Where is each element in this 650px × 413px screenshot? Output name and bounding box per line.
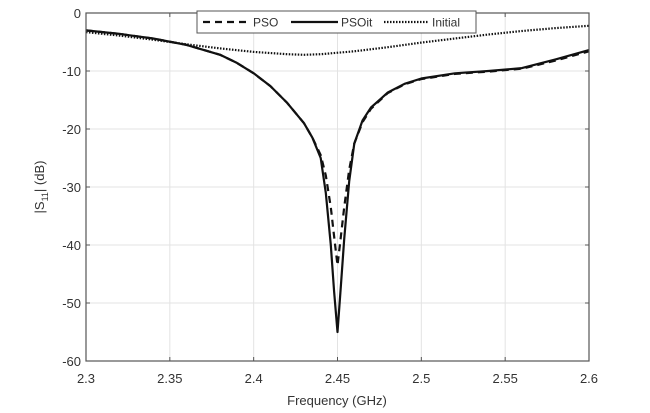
x-tick-label: 2.4 [245, 371, 263, 386]
y-tick-label: -40 [62, 238, 81, 253]
x-tick-label: 2.45 [325, 371, 350, 386]
grid-lines [86, 13, 589, 361]
y-tick-labels: 0 -10 -20 -30 -40 -50 -60 [62, 6, 81, 369]
x-tick-label: 2.35 [157, 371, 182, 386]
y-tick-label: 0 [74, 6, 81, 21]
legend-item-psoit: PSOit [291, 16, 373, 30]
data-series [85, 24, 590, 334]
y-tick-label: -10 [62, 64, 81, 79]
axis-ticks [85, 12, 590, 362]
y-tick-label: -30 [62, 180, 81, 195]
y-axis-label: |S11| (dB) [32, 161, 50, 214]
legend-label: Initial [432, 16, 460, 30]
legend-label: PSOit [341, 16, 373, 30]
series-line-psoit [85, 29, 590, 334]
y-tick-label: -20 [62, 122, 81, 137]
legend-label: PSO [253, 16, 278, 30]
legend-item-pso: PSO [203, 16, 278, 30]
legend: PSO PSOit Initial [196, 10, 477, 34]
x-tick-label: 2.3 [77, 371, 95, 386]
legend-item-initial: Initial [384, 16, 460, 30]
y-tick-label: -60 [62, 354, 81, 369]
x-tick-labels: 2.3 2.35 2.4 2.45 2.5 2.55 2.6 [77, 371, 598, 386]
y-tick-label: -50 [62, 296, 81, 311]
x-axis-label: Frequency (GHz) [287, 393, 387, 408]
x-tick-label: 2.6 [580, 371, 598, 386]
x-tick-label: 2.55 [493, 371, 518, 386]
x-tick-label: 2.5 [412, 371, 430, 386]
